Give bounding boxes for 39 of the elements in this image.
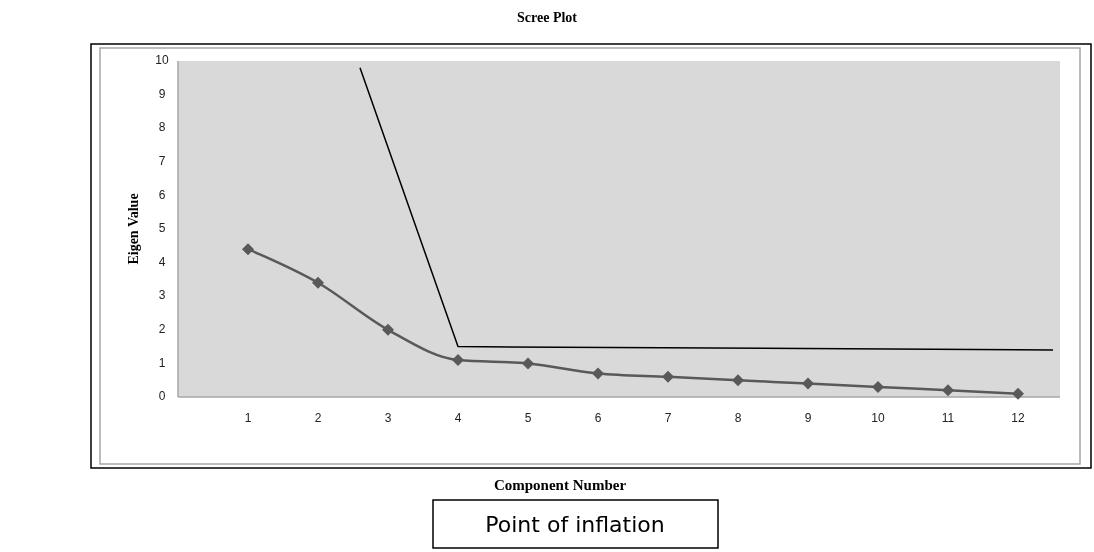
point — [522, 357, 534, 370]
x-tick-label: 10 — [871, 411, 885, 425]
point — [802, 377, 814, 390]
point — [452, 354, 464, 367]
y-tick-label: 4 — [158, 254, 166, 269]
point — [382, 323, 394, 336]
y-tick-label: 3 — [158, 288, 166, 303]
x-tick-label: 5 — [524, 411, 532, 425]
point — [242, 243, 254, 256]
point — [872, 380, 884, 393]
x-tick-label: 1 — [244, 411, 252, 425]
point — [1012, 387, 1024, 400]
y-tick-label: 2 — [158, 321, 166, 336]
x-tick-label: 12 — [1011, 411, 1025, 425]
y-tick-label: 7 — [158, 153, 166, 168]
x-tick-label: 9 — [804, 411, 812, 425]
point — [592, 367, 604, 380]
point — [312, 276, 324, 289]
x-tick-label: 2 — [314, 411, 322, 425]
y-tick-label: 8 — [158, 120, 166, 135]
point — [662, 370, 674, 383]
x-tick-label: 4 — [454, 411, 462, 425]
x-tick-label: 6 — [594, 411, 602, 425]
x-tick-label: 7 — [664, 411, 672, 425]
text: Point of inflation — [485, 512, 665, 537]
point — [942, 384, 954, 397]
x-tick-label: 3 — [384, 411, 392, 425]
y-tick-label: 10 — [155, 53, 169, 68]
y-tick-label: 5 — [158, 221, 166, 236]
x-tick-label: 11 — [941, 411, 955, 425]
point — [732, 374, 744, 387]
chart-title: Scree Plot — [517, 10, 578, 25]
x-axis-title: Component Number — [493, 477, 627, 493]
y-tick-label: 6 — [158, 187, 166, 202]
y-axis-title: Eigen Value — [126, 193, 141, 265]
x-tick-label: 8 — [734, 411, 742, 425]
y-tick-label: 1 — [158, 355, 166, 370]
y-tick-label: 0 — [158, 389, 166, 404]
y-tick-label: 9 — [158, 86, 166, 101]
